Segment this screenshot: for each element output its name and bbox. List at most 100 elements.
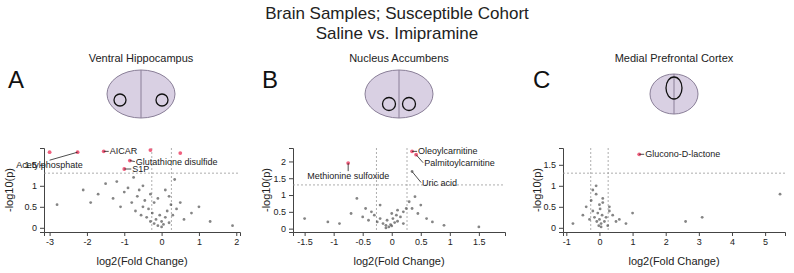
y-tick-label: 0.5 [24,202,37,212]
x-tick-label: 2 [234,237,239,247]
point [162,223,165,226]
point [599,208,602,211]
panel-title: Ventral Hippocampus [89,52,194,64]
panel: CMedial Prefrontal Cortex-101234500.511.… [531,52,786,267]
figure: Brain Samples; Susceptible CohortSaline … [0,0,794,273]
point [414,195,417,198]
x-tick-mark [450,232,451,236]
annotations: Methionine sulfoxideOleoylcarnitinePalmi… [307,146,495,187]
point [164,189,167,192]
point [386,219,389,222]
point [443,224,446,227]
x-tick: 3 [697,232,702,247]
brain-outline [107,70,175,118]
point [361,215,364,218]
y-axis-title: -log10(p) [260,168,272,212]
y-tick: 0 [551,223,563,233]
plot-area [293,148,505,232]
y-tick-label: 0 [551,223,556,233]
point [591,210,594,213]
y-tick-mark [559,228,563,229]
x-tick-label: 1.5 [473,237,486,247]
point [119,205,122,208]
annotation: Oleoylcarnitine [418,146,478,156]
point [370,210,373,213]
y-tick-mark [289,195,293,196]
x-tick-mark [124,232,125,236]
x-tick-mark [633,232,634,236]
y-tick: 1.5 [273,174,293,184]
region-outline [383,98,396,111]
annotation: S1P [132,164,149,174]
leader-line [416,155,423,163]
x-tick-label: -1 [563,237,571,247]
x-axis-title: log2(Fold Change) [628,255,719,267]
point [178,151,182,155]
point [600,222,603,225]
point [379,217,382,220]
point [168,221,171,224]
y-tick-label: 1 [551,181,556,191]
point [779,193,782,196]
x-tick-mark [162,232,163,236]
point [402,210,405,213]
brain-outline [650,74,698,114]
x-axis-title: log2(Fold Change) [96,255,187,267]
threshold-y [293,184,505,185]
y-axis-line [559,149,564,233]
x-tick-label: 1 [197,237,202,247]
brain-midline [141,70,142,118]
x-tick-mark [732,232,733,236]
point [164,216,167,219]
y-tick-label: 0 [32,223,37,233]
threshold-x [376,148,377,232]
x-tick-label: 5 [763,237,768,247]
y-tick-label: 1 [32,181,37,191]
x-axis-line [45,233,241,237]
annotation: Methionine sulfoxide [307,171,389,181]
y-tick-label: 1 [281,190,286,200]
point [615,220,618,223]
point [168,195,171,198]
point [170,203,173,206]
point [183,218,186,221]
x-tick-label: 3 [697,237,702,247]
point [477,226,480,229]
x-tick-label: 2 [664,237,669,247]
region-outline [403,98,416,111]
region-outline [666,77,682,99]
x-tick-mark [421,232,422,236]
y-tick-mark [40,228,44,229]
point [382,222,385,225]
x-tick-label: -0.5 [355,237,371,247]
x-tick-mark [305,232,306,236]
point [593,216,596,219]
point [136,195,139,198]
x-tick-mark [199,232,200,236]
point [149,220,152,223]
x-tick-label: -2 [83,237,91,247]
y-axis-title: -log10(p) [531,168,543,212]
y-tick-mark [289,212,293,213]
y-tick: 0.5 [273,207,293,217]
x-tick-label: 0 [597,237,602,247]
threshold-x [407,148,408,232]
x-tick-mark [87,232,88,236]
point [156,224,159,227]
x-tick-label: -1.5 [297,237,313,247]
y-tick-mark [40,207,44,208]
panel-title: Nucleus Accumbens [349,52,449,64]
point [56,203,59,206]
point [123,191,126,194]
annotations: AcetylphosphateAICARGlutathione disulfid… [16,146,217,174]
leader-line [130,161,135,162]
series [346,149,418,165]
point [149,148,153,152]
leader-line [50,152,78,160]
point [145,216,148,219]
y-tick-mark [559,186,563,187]
x-tick-mark [479,232,480,236]
point [590,199,593,202]
x-axis-line [564,233,786,237]
x-tick-label: 0.5 [415,237,428,247]
